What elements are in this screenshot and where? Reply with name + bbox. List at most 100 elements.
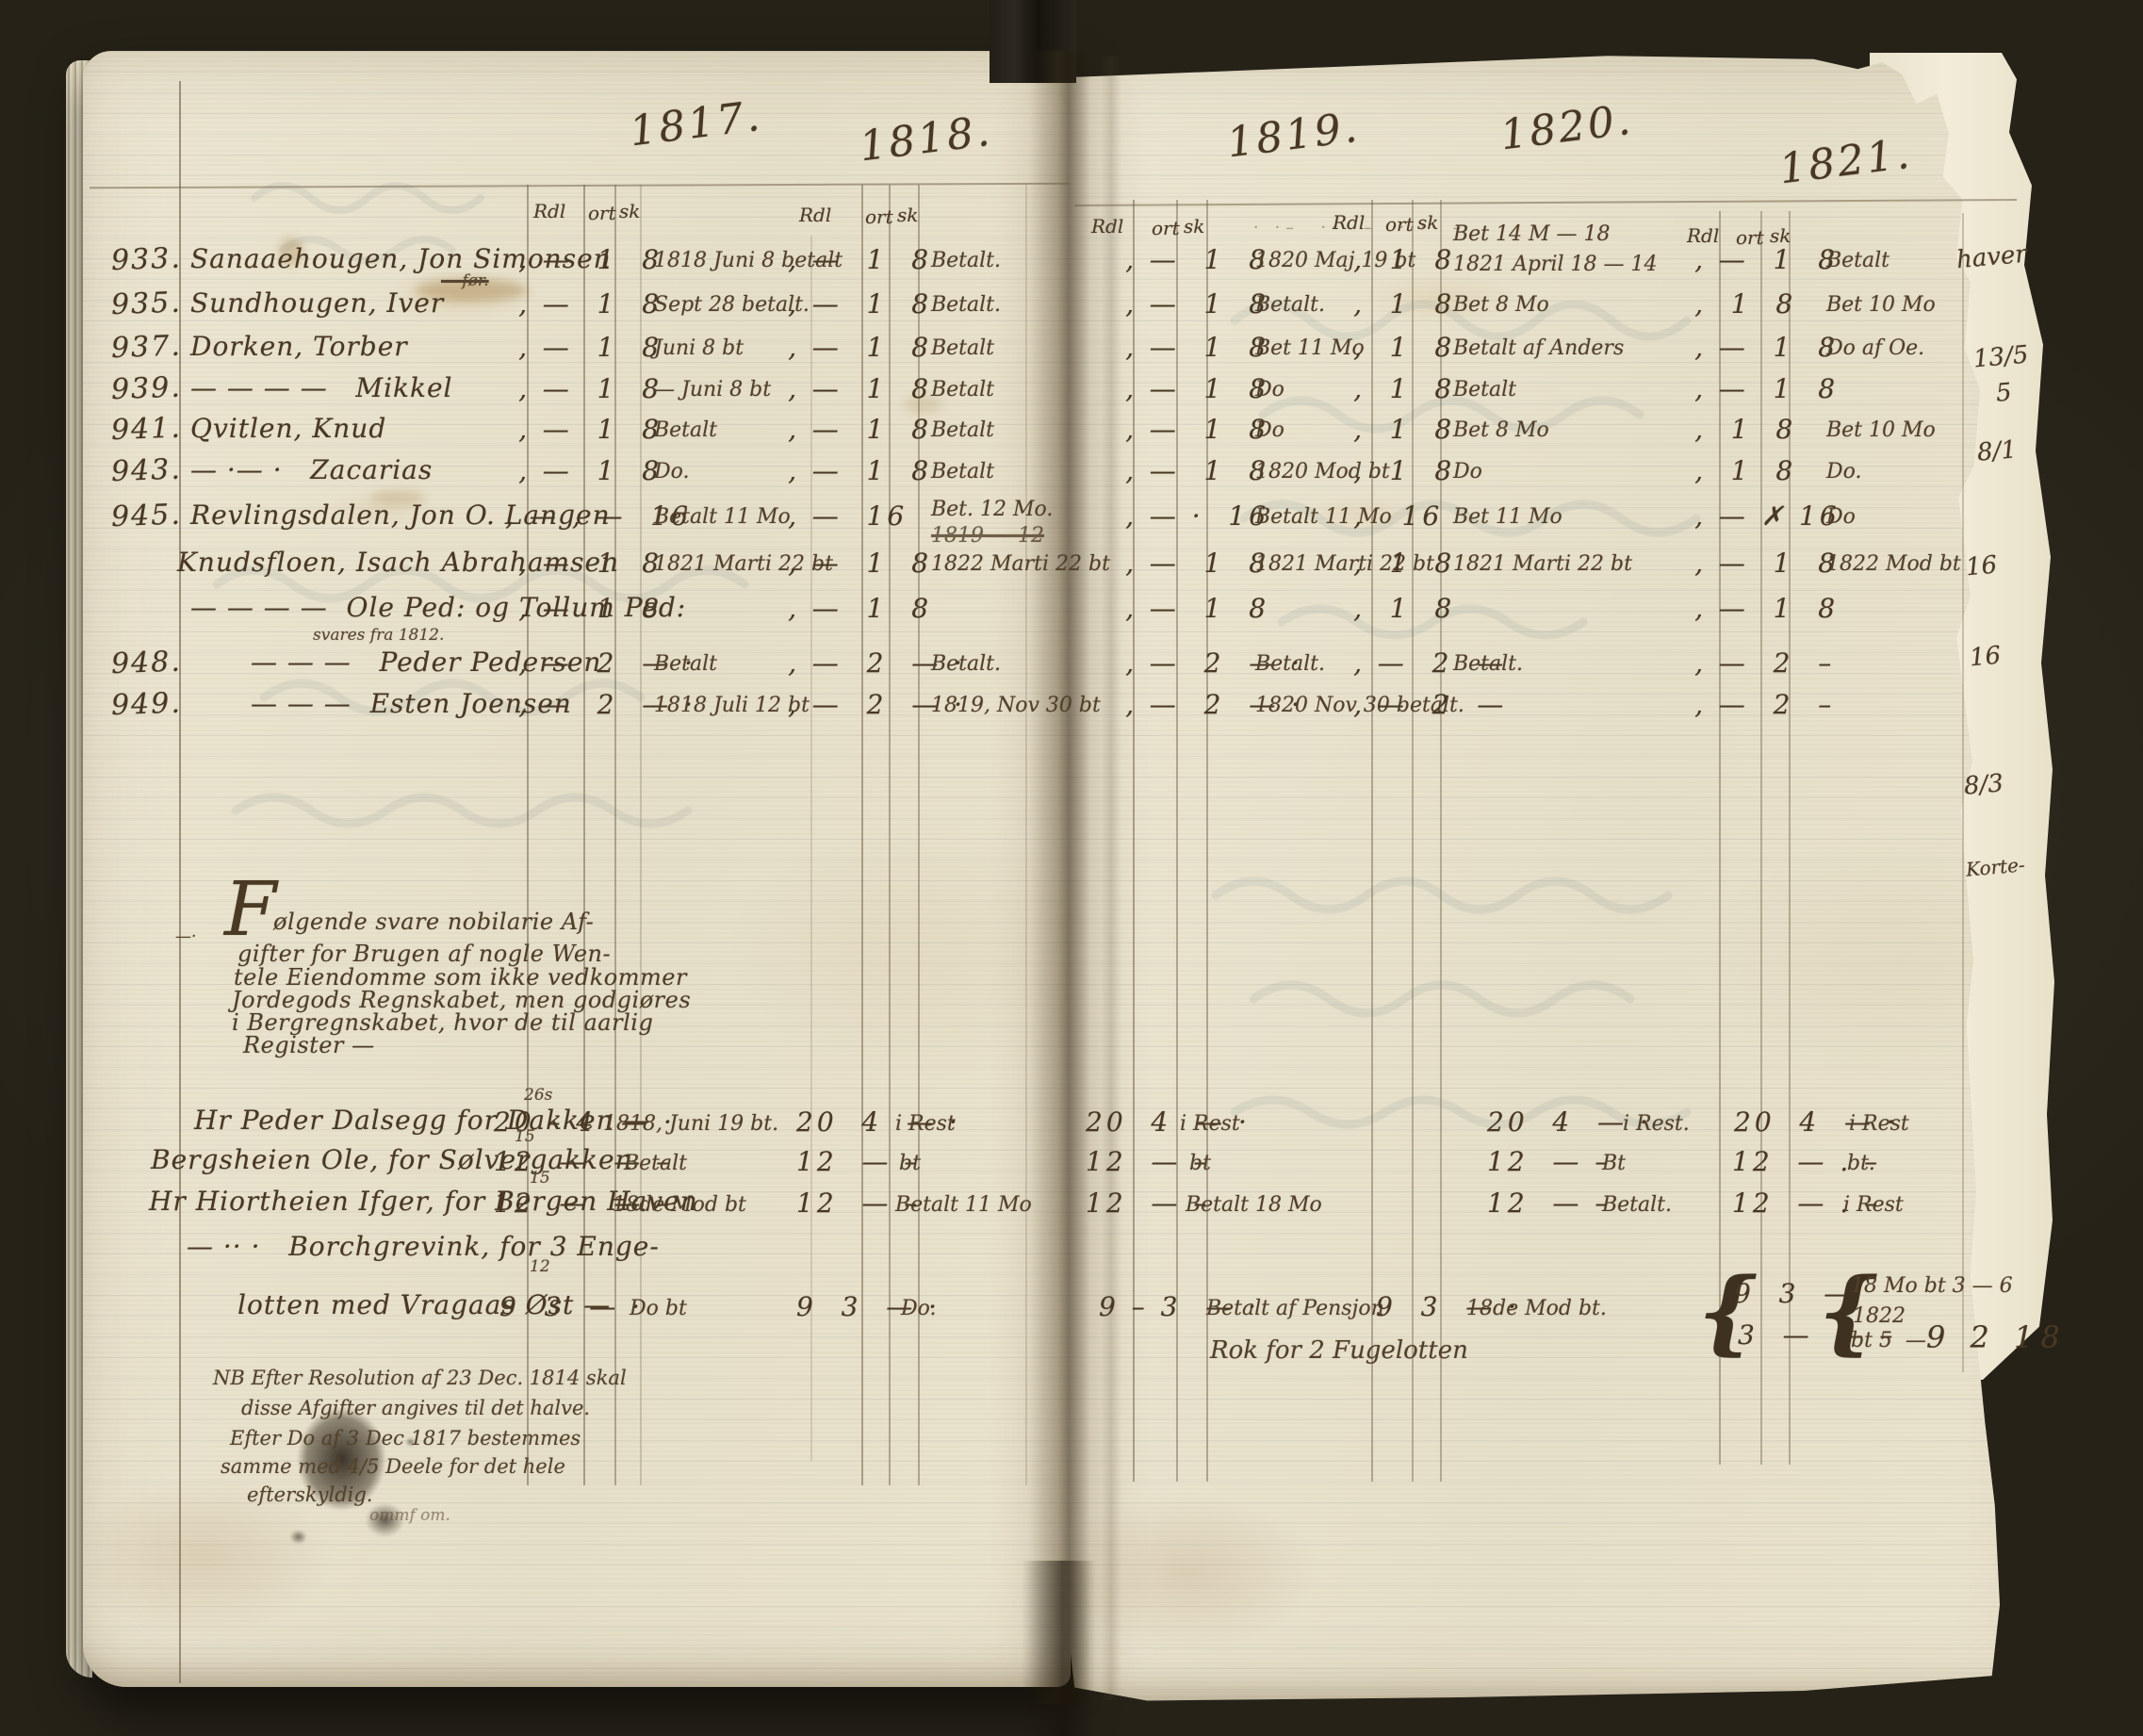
cell-1819-remark: 1820 Mod bt	[1255, 460, 1390, 483]
unit-header-ort: ort	[1736, 226, 1764, 249]
unit-header-ort: ort	[1152, 217, 1180, 239]
row-name-superscript: 15	[515, 1127, 535, 1146]
column-line	[1176, 200, 1178, 1482]
cell-1817-amount: ‚ — 1 8	[518, 332, 663, 363]
cell-1818-remark: Do.	[901, 1297, 937, 1320]
right-page	[1069, 56, 2000, 1701]
cell-1820-amount: ‚ 1 8	[1353, 288, 1456, 319]
paragraph-line: gifter for Brugen af nogle Wen-	[237, 941, 612, 967]
edge-number: 8/3	[1962, 769, 2005, 801]
cell-1821-amount: ‚ 1 8	[1694, 288, 1797, 319]
cell-1818-amount: ‚ — 1 8	[788, 332, 933, 363]
cell-1821-amount: 12 — . –	[1732, 1146, 1882, 1177]
footnote-line: efterskyldig.	[247, 1483, 373, 1506]
cell-1820-remark: Betalt	[1453, 378, 1517, 401]
cell-1818-amount: ‚ — 2 — ·	[788, 647, 967, 679]
cell-1820-remark-2: 1821 April 18 — 14	[1453, 253, 1658, 276]
column-line	[1371, 200, 1373, 1482]
cell-1821-remark: Bet 10 Mo	[1826, 418, 1936, 442]
column-line	[1719, 211, 1721, 1465]
cell-1819-amount: ‚ — 2 — ·	[1125, 689, 1304, 720]
cell-1821-remark: bt.	[1847, 1152, 1875, 1175]
cell-1820-remark: Bet 11 Mo	[1453, 505, 1562, 529]
row-name: — — — Peder Pedersen	[251, 647, 602, 678]
cell-1817-amount: ‚ — 1 8	[518, 288, 663, 319]
cell-1817-remark: 1818 Juni 8 betalt	[654, 249, 843, 272]
smudge-note: ommf om.	[369, 1506, 450, 1525]
column-line	[640, 185, 642, 1485]
row-name-superscript: 15	[530, 1169, 550, 1187]
paragraph-line: ølgende svare nobilarie Af-	[273, 909, 595, 935]
cell-1819-remark: 1820 Nov 30 betalt.	[1255, 694, 1464, 717]
cell-1821-remark: Betalt	[1826, 249, 1890, 272]
cell-1821-remark: i Rest	[1843, 1193, 1904, 1217]
cell-1819-remark: Betalt.	[1255, 652, 1326, 676]
cell-1821-amount: ‚ — 1 8	[1694, 548, 1840, 579]
unit-header-rdl: Rdl	[533, 200, 566, 222]
bottom-gutter-wedge	[1022, 1561, 1112, 1736]
cell-1818-amount: ‚ — 1 8	[788, 548, 933, 579]
row-name: — — — Esten Joensen	[251, 688, 572, 719]
cell-1819-amount: ‚ — 1 8	[1125, 593, 1270, 624]
edge-number: 5	[1994, 378, 2013, 408]
cell-1821-amount-line2: 3 — — –	[1738, 1319, 1897, 1351]
cell-1819-amount: ‚ — 1 8	[1125, 332, 1270, 363]
cell-1817-remark: Betalt	[624, 1152, 688, 1175]
cell-1821-amount: ‚ — 2 –	[1694, 689, 1836, 720]
row-name: Dorken, Torber	[190, 331, 408, 362]
row-number: 948.	[110, 645, 183, 681]
cell-1821-amount: ‚ 1 8	[1694, 455, 1797, 486]
row-name: lotten med Vragaas Øst —	[237, 1289, 612, 1320]
row-name: Sundhougen, Iver	[190, 287, 445, 319]
cell-1818-remark: Bet. 12 Mo.	[931, 498, 1054, 521]
cell-1819-amount: 20 4 — ·	[1086, 1106, 1251, 1138]
edge-number: 16	[1968, 641, 2003, 673]
row-number: 939.	[110, 370, 183, 407]
cell-1821-remark: Do af Oe.	[1826, 336, 1925, 360]
cell-1819-amount: ‚ — 1 8	[1125, 455, 1270, 486]
cell-1820-amount: ‚ 1 8	[1353, 244, 1456, 275]
cell-1820-remark: 1821 Marti 22 bt	[1453, 552, 1632, 576]
cell-1817-amount: ‚ — 1 8	[518, 455, 663, 486]
column-line	[918, 185, 920, 1485]
cell-1819-remark: Betalt af Pensjon	[1206, 1297, 1384, 1320]
unit-header-ort: ort	[588, 202, 616, 224]
cell-1819-remark: i Rest	[1180, 1112, 1240, 1136]
cell-1819-amount: 12 — –	[1086, 1146, 1211, 1177]
row-name-superscript: 12	[530, 1257, 550, 1276]
cell-1817-amount: ‚ — 1 8	[518, 548, 663, 579]
cell-1818-amount: ‚ — 1 8	[788, 593, 933, 624]
cell-1817-amount: ‚ — 1 8	[518, 593, 663, 624]
footnote-line: disse Afgifter angives til det halve.	[241, 1397, 591, 1419]
paragraph-line: tele Eiendomme som ikke vedkommer	[234, 964, 687, 991]
row-number: 945.	[110, 498, 183, 534]
cell-1821-amount: ‚ — 1 8	[1694, 593, 1840, 624]
cell-1817-remark: Betalt	[654, 652, 718, 676]
cell-1819-amount: 12 — –	[1086, 1187, 1211, 1219]
cell-1819-remark: Betalt.	[1255, 293, 1326, 317]
cell-1818-remark: Betalt.	[931, 652, 1002, 676]
unit-header-rdl: Rdl	[799, 204, 832, 226]
row-number: 941.	[110, 411, 183, 448]
edge-number: 16	[1964, 550, 1999, 582]
ghost-writing	[1211, 876, 1692, 1129]
column-line	[1412, 200, 1414, 1482]
cell-1817-remark: Juni 8 bt	[654, 336, 744, 360]
cell-1818-remark: 1822 Marti 22 bt	[931, 552, 1110, 576]
row-name: — ·· · Borchgrevink, for 3 Enge-	[187, 1231, 660, 1262]
unit-header-sk: sk	[1417, 211, 1439, 234]
settlement-line-3: bt 5 —	[1851, 1329, 1926, 1352]
gutter-shadow	[1029, 51, 1101, 1704]
cell-1819-amount: ‚ — 1 8	[1125, 414, 1270, 445]
unit-header-sk: sk	[897, 204, 919, 226]
cell-1820-amount: 12 — –	[1487, 1146, 1612, 1177]
cell-1819-amount: 9 – 3 — ·	[1099, 1291, 1261, 1322]
row-name: — ·— · Zacarias	[190, 454, 434, 485]
cell-1818-remark: Betalt	[931, 378, 995, 401]
cell-1817-amount: 12 — — –	[494, 1146, 674, 1177]
unit-header-sk: sk	[1770, 224, 1791, 247]
cell-1817-remark: 1818 Juli 12 bt	[654, 694, 810, 717]
unit-header-rdl: Rdl	[1333, 211, 1366, 234]
cell-1819-amount: ‚ — 2 — ·	[1125, 647, 1304, 679]
